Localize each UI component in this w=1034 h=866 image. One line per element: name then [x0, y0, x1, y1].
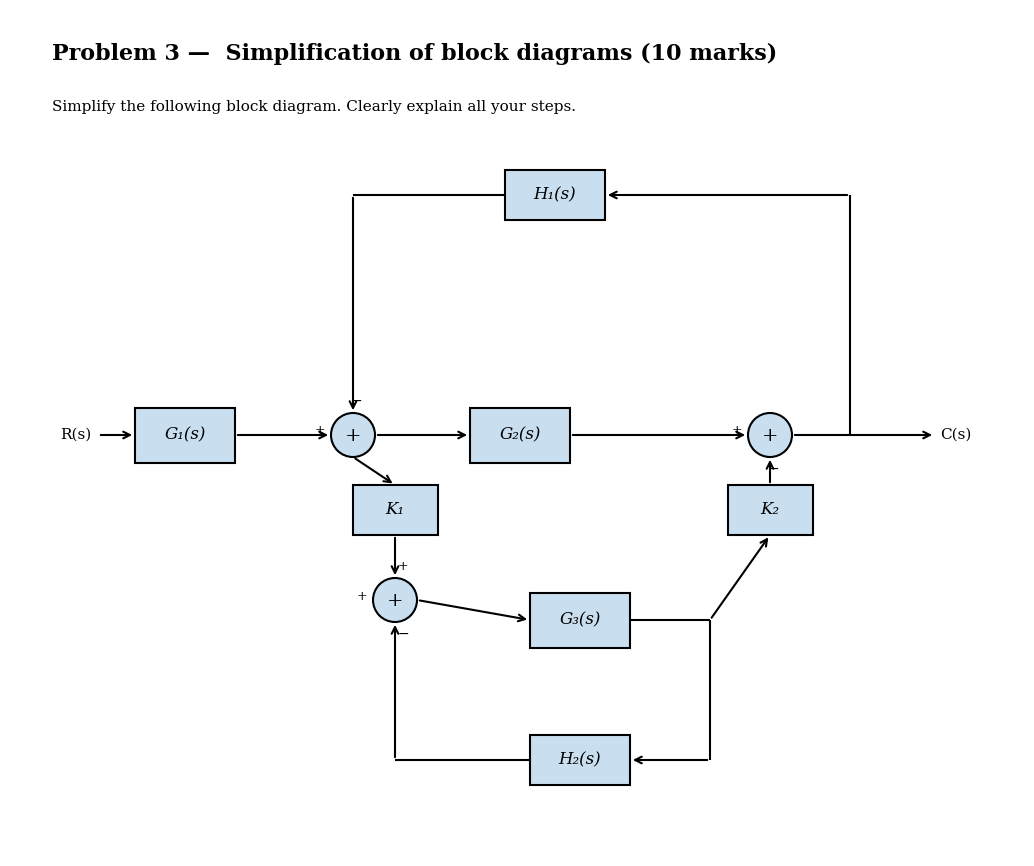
Text: +: + [762, 427, 779, 445]
Text: H₁(s): H₁(s) [534, 186, 576, 204]
FancyBboxPatch shape [470, 408, 570, 462]
Text: +: + [314, 424, 325, 437]
FancyBboxPatch shape [135, 408, 235, 462]
Text: +: + [398, 560, 408, 573]
Text: Simplify the following block diagram. Clearly explain all your steps.: Simplify the following block diagram. Cl… [52, 100, 576, 113]
Circle shape [748, 413, 792, 457]
Text: K₁: K₁ [386, 501, 404, 519]
Circle shape [331, 413, 375, 457]
Text: +: + [731, 424, 742, 437]
Text: +: + [387, 592, 403, 610]
Text: +: + [357, 590, 367, 603]
FancyBboxPatch shape [728, 485, 813, 535]
Text: −: − [767, 462, 779, 476]
Text: Problem 3 —  Simplification of block diagrams (10 marks): Problem 3 — Simplification of block diag… [52, 43, 777, 66]
Text: H₂(s): H₂(s) [558, 752, 602, 768]
Text: −: − [398, 627, 409, 641]
Text: −: − [351, 394, 362, 408]
Circle shape [373, 578, 417, 622]
FancyBboxPatch shape [530, 735, 630, 785]
Text: +: + [344, 427, 361, 445]
Text: G₂(s): G₂(s) [499, 426, 541, 443]
Text: K₂: K₂ [760, 501, 780, 519]
FancyBboxPatch shape [353, 485, 437, 535]
FancyBboxPatch shape [530, 592, 630, 648]
FancyBboxPatch shape [505, 170, 605, 220]
Text: R(s): R(s) [60, 428, 91, 442]
Text: G₃(s): G₃(s) [559, 611, 601, 629]
Text: C(s): C(s) [940, 428, 971, 442]
Text: G₁(s): G₁(s) [164, 426, 206, 443]
